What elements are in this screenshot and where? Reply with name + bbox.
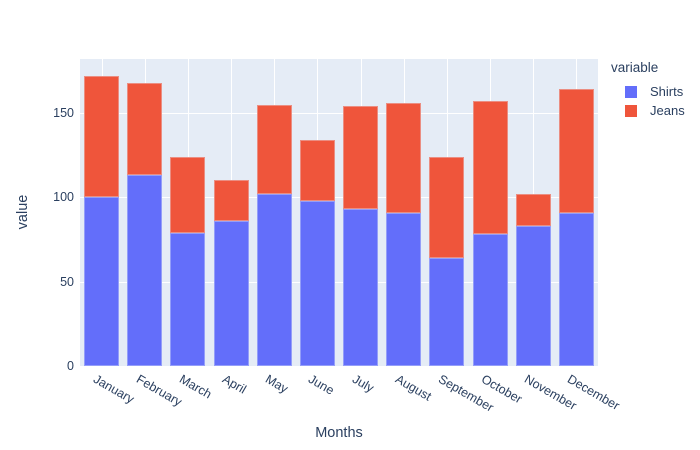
bar-september-shirts[interactable] (429, 258, 465, 366)
h-gridline (80, 281, 598, 283)
bar-december-shirts[interactable] (558, 212, 594, 366)
bar-february-jeans[interactable] (127, 82, 163, 176)
x-tick-label-july: July (349, 372, 376, 396)
bar-october-shirts[interactable] (472, 234, 508, 366)
x-tick-label-june: June (306, 372, 337, 398)
x-tick-label-february: February (133, 372, 185, 410)
h-gridline (80, 197, 598, 199)
bar-august-jeans[interactable] (386, 102, 422, 213)
bar-november-shirts[interactable] (515, 226, 551, 366)
y-tick-label: 50 (60, 274, 74, 289)
legend: variable Shirts Jeans (608, 60, 698, 120)
legend-item-label: Jeans (650, 103, 685, 118)
y-axis-title: value (15, 194, 31, 230)
bar-july-jeans[interactable] (343, 106, 379, 210)
bar-january-jeans[interactable] (84, 75, 120, 198)
bar-july-shirts[interactable] (343, 209, 379, 366)
bar-april-jeans[interactable] (213, 180, 249, 221)
shirts-swatch-icon (625, 85, 637, 98)
bar-april-shirts[interactable] (213, 220, 249, 366)
x-tick-label-january: January (90, 372, 137, 407)
legend-item-label: Shirts (650, 84, 684, 99)
x-tick-label-august: August (392, 372, 434, 404)
jeans-swatch-icon (625, 104, 637, 117)
bar-january-shirts[interactable] (84, 197, 120, 366)
bar-may-jeans[interactable] (256, 104, 292, 194)
bar-may-shirts[interactable] (256, 193, 292, 366)
x-axis-title: Months (315, 425, 363, 441)
bar-march-jeans[interactable] (170, 156, 206, 233)
bar-june-jeans[interactable] (299, 139, 335, 201)
legend-item-jeans[interactable]: Jeans (608, 101, 698, 120)
legend-title: variable (611, 60, 659, 75)
bar-september-jeans[interactable] (429, 156, 465, 259)
y-tick-label: 150 (53, 105, 74, 120)
bar-august-shirts[interactable] (386, 212, 422, 366)
plot-area (80, 59, 598, 366)
bar-october-jeans[interactable] (472, 101, 508, 235)
legend-item-shirts[interactable]: Shirts (608, 82, 698, 101)
bar-june-shirts[interactable] (299, 200, 335, 366)
h-gridline (80, 112, 598, 114)
bar-march-shirts[interactable] (170, 232, 206, 366)
x-tick-label-may: May (263, 372, 291, 396)
bar-november-jeans[interactable] (515, 193, 551, 226)
y-tick-label: 100 (53, 190, 74, 205)
bar-february-shirts[interactable] (127, 175, 163, 366)
bar-december-jeans[interactable] (558, 89, 594, 213)
y-tick-label: 0 (67, 359, 74, 373)
x-tick-label-april: April (220, 372, 249, 397)
